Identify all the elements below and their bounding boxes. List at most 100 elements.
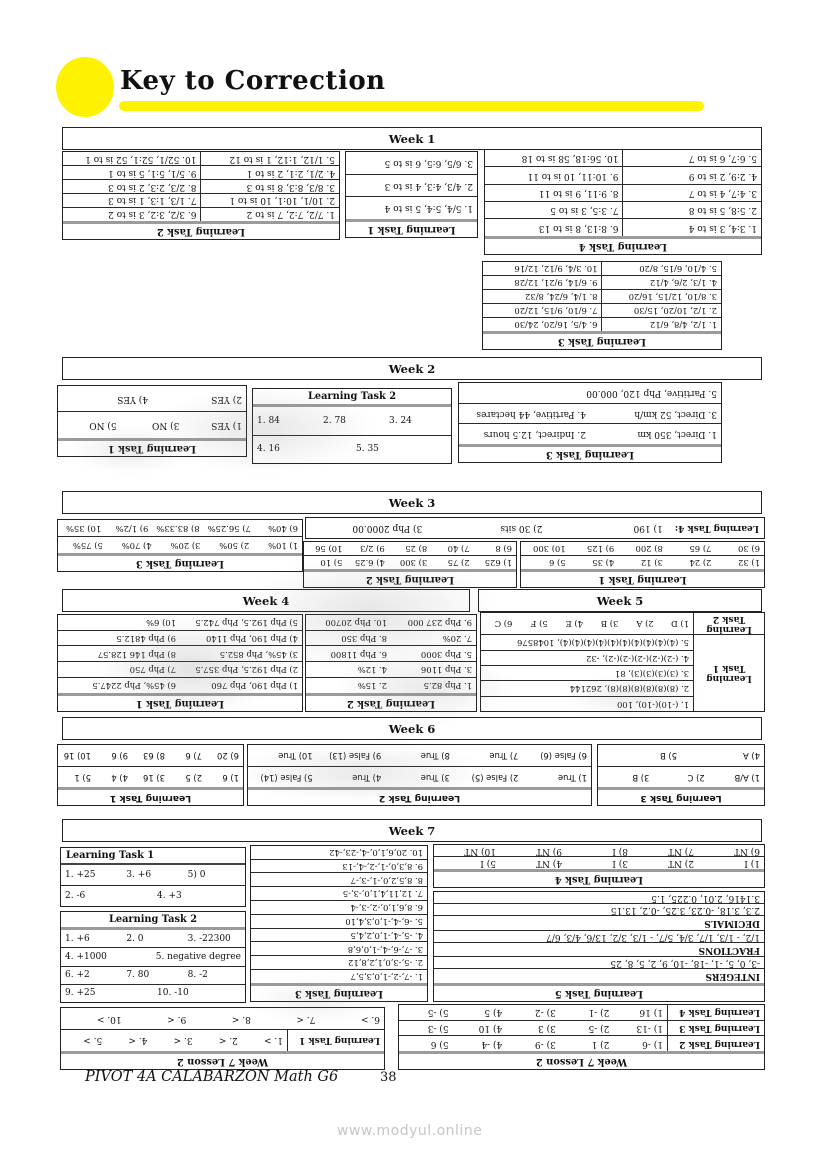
week-4-bar: Week 4 [62,589,470,612]
answer-row: 1) YES 3) NO 5) NO [58,412,246,437]
week4-learning-task-2-box: Learning Task 2 1. Php 82.5 2. 15% 3. Php… [305,614,477,712]
answer-cell: 2) -5 [588,1023,610,1034]
answer-cell: 8. < [231,1013,251,1024]
answer-cell: 1. (-10)(-10), 100 [616,699,689,710]
answer-cell: 6) NT [734,845,760,856]
answer-cell: 2) YES [211,393,242,404]
answer-row: 1) True 2) False (5) 3) True 4) True 5) Fals… [248,767,591,788]
answer-row: 1. 7/2, 7:2, 7 is to 2 6. 3/2, 3:2, 3 is … [63,207,339,221]
answer-cells: 1) 190 2) 30 sits 3) Php 2000.00 [306,522,667,534]
task-label: Learning Task 3 [667,1020,764,1036]
answer-cell: 5. negative degree [155,951,241,962]
box-title: Learning Task 3 [58,552,302,571]
answer-cell: 4) 6.25 [354,558,385,569]
answer-cell: 3. 24 [389,415,412,426]
answer-cell: 2. 5:8, 5 is to 8 [688,205,757,216]
answer-row: 1) 10% 2) 50% 3) 20% 4) 70% 5) 75% [58,537,302,553]
answer-cell: 5) 6 [430,1038,449,1049]
answer-cell: 2) NT [668,858,694,869]
answer-row: 1) 6 2) 5 3) 16 4) 4 5) 1 [58,767,243,788]
answer-cell: 4. +3 [157,890,182,901]
box-title: Learning Task 1 [58,787,243,805]
answer-cell: 7. 1/3, 1:3, 1 is to 3 [63,193,202,207]
answer-cell: 7. 6/10, 9/15, 12/20 [483,303,603,317]
answer-cell: 7) 40 [447,544,470,555]
answer-cell: 5) False (14) [260,772,313,783]
box-title: Learning Task 5 [434,982,764,1001]
answer-cell: 2) 5 [185,772,202,783]
answer-cell: 1. 5/4, 5:4, 5 is to 4 [384,203,473,214]
answer-cell: 9) Php 4812.5 [116,633,176,644]
page-title: Key to Correction [120,66,386,96]
answer-cell: 1) I [744,858,760,869]
box-title: Learning Task 2 [253,389,451,408]
answer-cell: 10) NT [464,845,496,856]
week-7-bar: Week 7 [62,819,762,842]
week7-learning-task-1-box: Learning Task 1 1. +25 3. +6 5) 0 2. -6 4. … [60,847,246,907]
answer-row: 2) Php 192.5, Php 357.5 7) Php 750 [58,662,302,678]
answer-row: 7. 12,11,4,1,0,-3,-5 [251,887,427,902]
answer-row: 4. 2:9, 2 is to 9 9. 10:11, 10 is to 11 [485,167,761,185]
week2-learning-task-3-box: Learning Task 3 1. Direct, 350 km 2. Indi… [458,382,722,463]
answer-cell: 7) 65 [689,544,712,555]
answer-cell: 3. Php 1106 [420,665,472,676]
answer-cell: 6. 8,6,1,0,-2,-3,-4 [350,903,423,914]
answer-row: 5. 1/12, 1:12, 1 is to 12 10. 52/1, 52:1,… [63,151,339,166]
answer-cells: 1) -6 2) 1 3) -9 4) -4 5) 6 [399,1036,667,1051]
answer-cell: 4. -5,-4,-1,0,2,4,5 [350,930,423,941]
answer-cell: 3. 4:7, 4 is to 7 [688,188,757,199]
answer-cell: -3, 0, 5, -1, -18, -10, 9, 2, 5, 8, 25 [610,958,760,969]
week3-learning-task-1-box: Learning Task 1 1) 32 2) 24 3) 12 4) 35 5) 6… [520,541,765,588]
answer-cell: 5. 4/10, 6/15, 8/20 [639,264,717,275]
box-title: Week 7 Lesson 2 [399,1050,764,1069]
answer-cell: 1. -7,-2,-1,0,3,5,7 [350,972,423,983]
answer-cell: 4) NT [536,858,562,869]
week6-learning-task-1-box: Learning Task 1 1) 6 2) 5 3) 16 4) 4 5) 1 6)… [57,744,244,806]
answer-row: 6. 8,6,1,0,-2,-3,-4 [251,901,427,915]
answer-cell: 5) NO [89,420,117,431]
answer-cell: 4) -4 [481,1038,503,1049]
answer-cell: 3) 3 [537,1023,556,1034]
answer-cell: 8) 63 [143,751,165,762]
answer-cell: 1) 32 [738,558,760,569]
answer-row: 9. +25 10. -10 [61,983,245,1002]
footer-page-number: 38 [380,1070,397,1085]
week1-learning-task-2-box: Learning Task 2 1. 7/2, 7:2, 7 is to 2 6.… [62,151,340,240]
answer-row: 4. 16 5. 35 [253,434,451,463]
box-title: Learning Task 2 [306,692,476,711]
answer-cells: 1) D 2) A 3) B 4) E 5) F 6) C [481,613,693,634]
answer-cell: 8) 83.33% [156,523,200,534]
answer-row: 1) A/B 2) C 3) B [598,767,764,788]
answer-cell: 2. < [218,1035,238,1046]
answer-cell: 4) 4 [111,772,128,783]
answer-row: 1) 625 2) 75 3) 300 4) 6.25 5) 10 [304,556,516,569]
answer-cell: 10) 16 [63,751,91,762]
answer-row: 2.3, 3.18, -0.23, 3.25, -0.2, 13.15 [434,904,764,917]
week-6-bar: Week 6 [62,717,762,740]
answer-cell: 3) B [632,772,650,783]
answer-cell: 9) 125 [586,544,615,555]
week6-learning-task-2-box: Learning Task 2 1) True 2) False (5) 3) Tr… [247,744,592,806]
answer-cell: 3. < [173,1035,193,1046]
answer-row: 2. 4/3, 4:3, 4 is to 3 [346,174,477,198]
week1-learning-task-1-box: Learning Task 1 1. 5/4, 5:4, 5 is to 4 2… [345,151,478,238]
week7-learning-task-2-box: Learning Task 2 1. +6 2. 0 3. -22300 4. +1… [60,911,246,1003]
answer-cell: 2) 24 [689,558,712,569]
week7-lesson2-left-box: Week 7 Lesson 2 Learning Task 1 1. > 2. <… [60,1007,385,1070]
answer-cell: 3. 6/5, 6:5, 6 is to 5 [384,157,473,168]
answer-cell: 1. 1/2, 4/8, 6/12 [649,320,717,331]
answer-cell: 9) 1/2% [115,523,149,534]
answer-cell: 3) 20% [170,540,201,551]
answer-cell: 7) 6 [185,751,202,762]
answer-cell: 5) 1 [74,772,91,783]
week7-learning-task-3-box: Learning Task 3 1. -7,-2,-1,0,3,5,7 2. -… [250,845,428,1002]
answer-cell: 2) A [636,619,654,630]
answer-cell: 5) I [480,858,496,869]
answer-cell: 5. (4)(4)(4)(4)(4)(4)(4)(4)(4)(4), 10485… [517,638,689,649]
answer-cell: 4) True [352,772,382,783]
answer-cell: 10. > [96,1013,122,1024]
answer-row: 1. +6 2. 0 3. -22300 [61,930,245,947]
answer-row: 3. -7,-6,-4,-1,0,6,8 [251,942,427,957]
box-title: Week 7 Lesson 2 [61,1050,384,1069]
